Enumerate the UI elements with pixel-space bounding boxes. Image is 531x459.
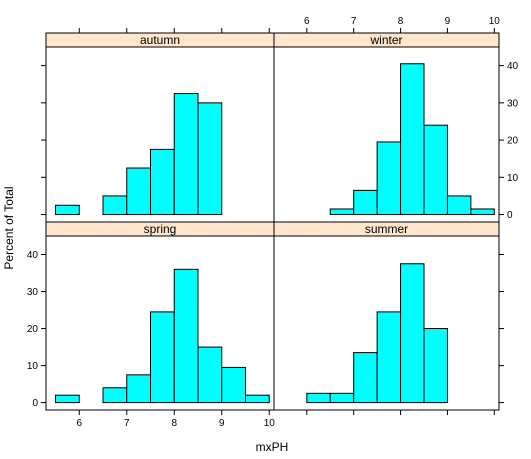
strip-label-autumn: autumn xyxy=(140,33,180,47)
x-tick-label-bottom-left: 6 xyxy=(76,418,82,429)
y-tick-label-right-top: 20 xyxy=(507,136,519,147)
bar-winter-2 xyxy=(329,208,355,216)
panel-autumn: autumn xyxy=(45,32,275,223)
axes-layer: 6 7 8 9 10 6 7 8 9 10 0 10 20 30 40 0 10 20 30 40 xyxy=(27,16,519,429)
x-tick-label-bottom-left: 9 xyxy=(219,418,225,429)
bar-winter-3 xyxy=(353,189,378,216)
bar-spring-4 xyxy=(150,311,175,404)
bar-autumn-3 xyxy=(126,167,151,216)
bar-spring-8 xyxy=(245,394,270,404)
bar-spring-3 xyxy=(126,374,151,404)
panel-spring: spring xyxy=(45,221,275,411)
bar-summer-2 xyxy=(329,392,355,404)
bar-summer-1 xyxy=(306,392,331,404)
bar-summer-6 xyxy=(423,328,448,404)
y-tick-label-right-top: 0 xyxy=(507,210,513,221)
y-tick-label-left-bottom: 10 xyxy=(27,361,39,372)
panels-layer: autumn winter spring summer xyxy=(45,32,500,411)
x-tick-label-top-right: 8 xyxy=(398,16,404,27)
y-tick-label-right-top: 30 xyxy=(507,98,519,109)
y-tick-label-left-bottom: 40 xyxy=(27,250,39,261)
bar-winter-5 xyxy=(400,63,425,216)
x-tick-label-top-right: 10 xyxy=(489,16,501,27)
bar-autumn-6 xyxy=(197,102,223,216)
panel-frame-summer xyxy=(273,235,500,411)
bar-summer-3 xyxy=(353,352,378,404)
y-tick-label-right-top: 40 xyxy=(507,61,519,72)
strip-label-summer: summer xyxy=(365,222,408,236)
y-tick-label-left-bottom: 20 xyxy=(27,324,39,335)
bar-autumn-2 xyxy=(102,195,128,216)
bar-spring-5 xyxy=(173,268,199,404)
bar-summer-5 xyxy=(400,263,425,404)
x-tick-label-bottom-left: 7 xyxy=(124,418,130,429)
x-tick-label-top-right: 9 xyxy=(445,16,451,27)
bar-summer-4 xyxy=(376,311,402,404)
bar-autumn-5 xyxy=(173,93,199,216)
x-tick-label-bottom-left: 10 xyxy=(264,418,276,429)
bar-spring-6 xyxy=(197,346,223,404)
strip-label-spring: spring xyxy=(144,222,177,236)
y-tick-label-left-bottom: 0 xyxy=(32,398,38,409)
bar-winter-8 xyxy=(470,208,495,216)
panel-summer: summer xyxy=(273,221,500,411)
bar-winter-4 xyxy=(376,141,402,216)
bar-autumn-0 xyxy=(55,204,80,216)
bar-spring-7 xyxy=(221,366,246,404)
panel-winter: winter xyxy=(273,32,500,223)
strip-label-winter: winter xyxy=(369,33,402,47)
bar-spring-0 xyxy=(55,394,80,404)
y-tick-label-left-bottom: 30 xyxy=(27,287,39,298)
bar-winter-7 xyxy=(446,195,472,216)
bar-spring-2 xyxy=(102,387,128,404)
x-axis-label: mxPH xyxy=(256,440,289,454)
bar-autumn-4 xyxy=(150,148,175,216)
x-tick-label-top-right: 7 xyxy=(351,16,357,27)
y-axis-label: Percent of Total xyxy=(2,186,16,269)
y-tick-label-right-top: 10 xyxy=(507,173,519,184)
x-tick-label-bottom-left: 8 xyxy=(171,418,177,429)
x-tick-label-top-right: 6 xyxy=(304,16,310,27)
bar-winter-6 xyxy=(423,124,448,216)
